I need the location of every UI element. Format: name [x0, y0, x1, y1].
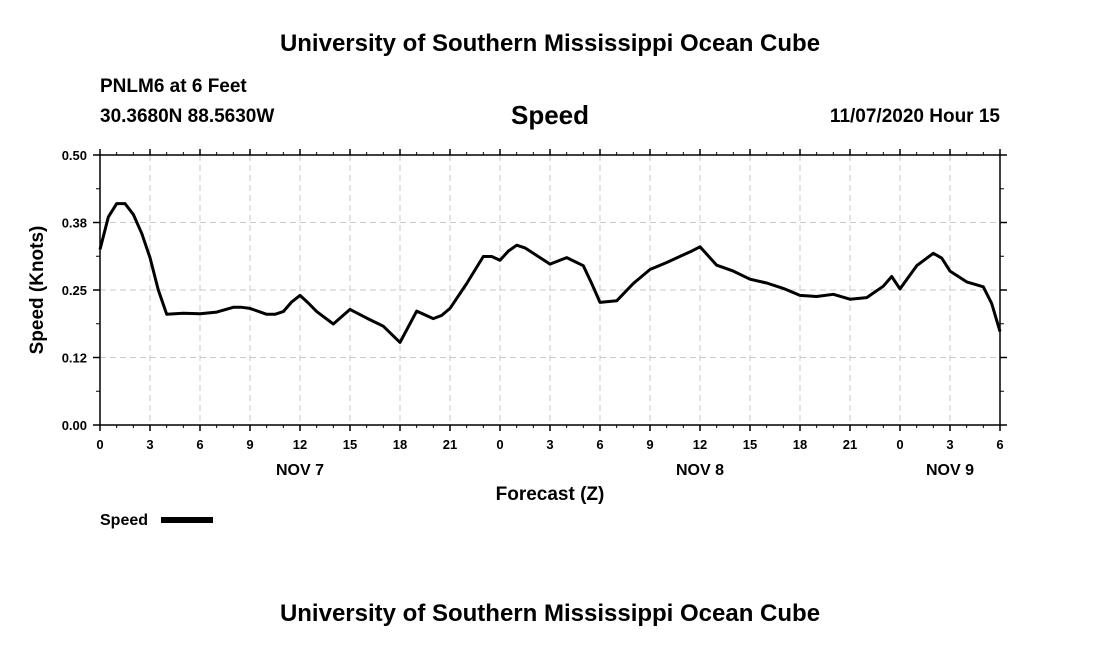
legend-swatch: [161, 517, 213, 523]
x-tick-label: 6: [596, 437, 603, 452]
station-label: PNLM6 at 6 Feet: [100, 76, 247, 97]
x-tick-label: 3: [146, 437, 153, 452]
bottom-title: University of Southern Mississippi Ocean…: [279, 600, 821, 627]
y-axis-title: Speed (Knots): [27, 226, 48, 355]
legend: Speed: [100, 512, 213, 529]
date-label: NOV 9: [926, 462, 974, 479]
y-tick-label: 0.25: [62, 283, 87, 298]
x-tick-label: 18: [793, 437, 807, 452]
x-tick-label: 9: [646, 437, 653, 452]
x-tick-label: 15: [743, 437, 757, 452]
x-tick-label: 15: [343, 437, 357, 452]
x-tick-label: 0: [896, 437, 903, 452]
coordinates-label: 30.3680N 88.5630W: [100, 106, 275, 127]
x-axis-title: Forecast (Z): [496, 484, 605, 505]
x-tick-label: 6: [996, 437, 1003, 452]
axis-ticks: [93, 149, 1007, 431]
x-tick-label: 3: [946, 437, 953, 452]
axis-labels: 0 3 6 9 12 15 18 21 0 3 6 9 12 15 18 21 0 3 6 0.00 0.12 0.25 0…: [62, 148, 1004, 479]
y-tick-label: 0.12: [62, 351, 87, 366]
x-tick-label: 18: [393, 437, 407, 452]
legend-label: Speed: [100, 512, 148, 529]
date-label: NOV 7: [276, 462, 324, 479]
speed-series-line: [98, 202, 1002, 344]
datetime-label: 11/07/2020 Hour 15: [829, 106, 1000, 127]
date-label: NOV 8: [676, 462, 724, 479]
x-tick-label: 0: [496, 437, 503, 452]
y-tick-label: 0.00: [62, 418, 87, 433]
grid: [100, 155, 1000, 425]
x-tick-label: 21: [843, 437, 857, 452]
x-tick-label: 0: [96, 437, 103, 452]
x-tick-label: 21: [443, 437, 457, 452]
x-tick-label: 9: [246, 437, 253, 452]
x-tick-label: 12: [293, 437, 307, 452]
chart-title: Speed: [510, 100, 590, 130]
x-tick-label: 3: [546, 437, 553, 452]
top-title: University of Southern Mississippi Ocean…: [279, 30, 821, 57]
x-tick-label: 12: [693, 437, 707, 452]
y-tick-label: 0.50: [62, 148, 87, 163]
x-tick-label: 6: [196, 437, 203, 452]
y-tick-label: 0.38: [62, 216, 87, 231]
